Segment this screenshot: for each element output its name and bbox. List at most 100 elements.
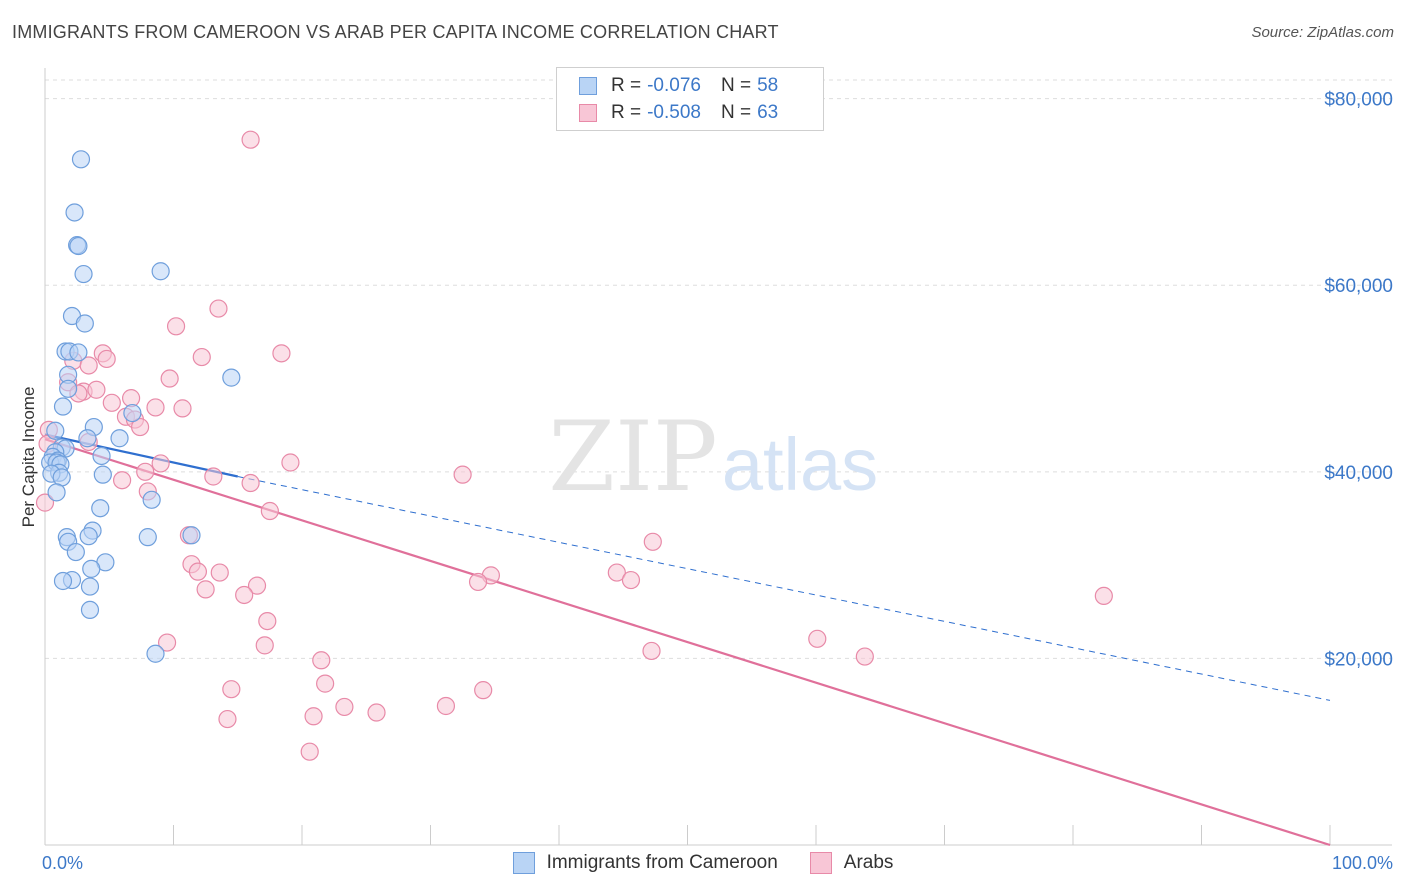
trend-lines	[44, 433, 1331, 847]
point-arab	[204, 467, 223, 486]
point-arab	[312, 651, 331, 670]
point-cameroon	[92, 446, 111, 466]
point-arab	[643, 532, 662, 551]
series-legend-arabs: Arabs	[809, 852, 894, 874]
legend-n-value: 63	[757, 102, 779, 123]
y-tick-labels: $20,000 $40,000 $60,000 $80,000	[1324, 90, 1393, 671]
point-arab	[316, 674, 335, 693]
data-points	[35, 130, 1113, 761]
legend-row-cameroon: R = -0.076 N = 58	[579, 73, 784, 99]
point-cameroon	[71, 150, 91, 169]
point-arab	[196, 580, 215, 599]
point-arab	[241, 473, 260, 493]
legend-swatch-blue	[579, 77, 597, 95]
trend-line-cameroon	[44, 433, 238, 478]
legend-r-value: -0.076	[647, 75, 701, 96]
x-tick-label-min: 0.0%	[42, 853, 83, 873]
legend-r-label: R =	[611, 102, 642, 123]
point-cameroon	[82, 559, 101, 578]
series-legend: Immigrants from Cameroon Arabs	[0, 852, 1406, 874]
point-cameroon	[138, 528, 157, 547]
point-arab	[97, 349, 116, 369]
point-cameroon	[182, 526, 201, 545]
point-cameroon	[151, 262, 170, 281]
point-cameroon	[66, 542, 85, 562]
legend-n-label: N =	[720, 102, 752, 123]
x-tick-label-max: 100.0%	[1332, 853, 1393, 873]
point-arab	[855, 647, 874, 666]
point-arab	[130, 417, 150, 437]
point-arab	[642, 641, 661, 661]
point-cameroon	[78, 429, 97, 448]
point-arab	[157, 633, 177, 652]
y-axis-label: Per Capita Income	[19, 387, 38, 528]
point-cameroon	[79, 527, 98, 546]
point-arab	[1094, 586, 1113, 606]
point-arab	[474, 681, 493, 700]
point-arab	[808, 629, 827, 648]
point-cameroon	[74, 264, 93, 284]
point-cameroon	[110, 429, 129, 448]
chart-title: IMMIGRANTS FROM CAMEROON VS ARAB PER CAP…	[12, 22, 779, 42]
series-name-arabs: Arabs	[843, 852, 894, 873]
point-arab	[367, 703, 386, 722]
axes	[44, 68, 1392, 846]
point-arab	[241, 130, 260, 149]
watermark-atlas: atlas	[722, 423, 878, 506]
point-cameroon	[80, 600, 100, 620]
point-arab	[222, 680, 241, 699]
point-arab	[304, 707, 323, 726]
point-arab	[247, 576, 267, 595]
point-arab	[621, 570, 641, 590]
point-arab	[272, 344, 291, 363]
point-arab	[151, 454, 170, 473]
point-arab	[255, 636, 274, 655]
x-tick-labels: 0.0% 100.0%	[42, 853, 1393, 873]
legend-row-arabs: R = -0.508 N = 63	[579, 100, 784, 126]
point-cameroon	[222, 368, 241, 387]
point-cameroon	[75, 314, 94, 333]
stats-legend: R = -0.076 N = 58 R = -0.508 N = 63	[556, 67, 824, 131]
point-cameroon	[91, 499, 110, 518]
point-arab	[112, 471, 132, 490]
y-tick-label: $20,000	[1324, 649, 1393, 670]
series-legend-cameroon: Immigrants from Cameroon	[512, 852, 778, 874]
watermark: ZIP atlas	[548, 401, 878, 513]
point-arab	[453, 465, 472, 484]
point-cameroon	[59, 379, 78, 398]
point-arab	[210, 563, 229, 582]
series-name-cameroon: Immigrants from Cameroon	[546, 852, 778, 873]
point-arab	[188, 562, 208, 581]
point-cameroon	[53, 571, 73, 591]
point-arab	[218, 709, 237, 729]
point-arab	[235, 585, 254, 605]
point-arab	[335, 697, 354, 717]
point-arab	[468, 572, 488, 592]
point-cameroon	[69, 343, 88, 362]
point-arab	[35, 493, 55, 512]
point-arab	[209, 299, 228, 318]
series-swatch-blue	[512, 852, 535, 874]
point-arab	[166, 317, 186, 336]
legend-r-value: -0.508	[647, 102, 701, 123]
point-cameroon	[69, 236, 88, 256]
point-arab	[160, 369, 179, 388]
legend-n-value: 58	[757, 75, 779, 96]
point-arab	[258, 611, 277, 631]
point-arab	[146, 398, 165, 417]
series-swatch-pink	[809, 852, 832, 874]
trend-extension-cameroon	[237, 476, 1331, 701]
point-cameroon	[46, 421, 65, 440]
point-cameroon	[93, 465, 112, 484]
legend-r-label: R =	[611, 75, 642, 96]
y-tick-label: $80,000	[1324, 90, 1393, 111]
point-cameroon	[65, 203, 84, 222]
point-arab	[173, 399, 192, 418]
point-arab	[260, 501, 279, 521]
point-cameroon	[142, 490, 161, 509]
point-cameroon	[123, 403, 142, 423]
gridlines	[45, 79, 1392, 659]
point-arab	[607, 563, 626, 582]
point-arab	[281, 453, 300, 472]
